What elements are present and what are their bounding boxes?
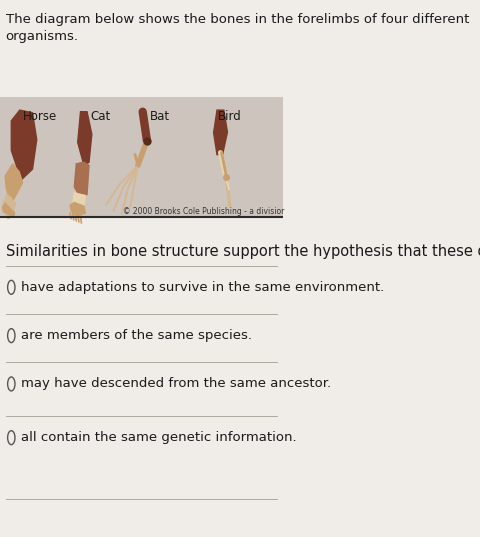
Text: Similarities in bone structure support the hypothesis that these organisms...: Similarities in bone structure support t… [6, 244, 480, 259]
Text: are members of the same species.: are members of the same species. [21, 329, 252, 342]
Polygon shape [3, 194, 15, 219]
Text: Cat: Cat [90, 110, 111, 123]
Text: Horse: Horse [23, 110, 57, 123]
Polygon shape [2, 203, 15, 217]
Polygon shape [12, 110, 37, 180]
Polygon shape [5, 164, 23, 205]
Polygon shape [74, 162, 89, 198]
Polygon shape [78, 112, 92, 165]
Text: © 2000 Brooks Cole Publishing - a divisior: © 2000 Brooks Cole Publishing - a divisi… [123, 207, 284, 216]
Text: Bat: Bat [150, 110, 170, 123]
Text: may have descended from the same ancestor.: may have descended from the same ancesto… [21, 378, 331, 390]
Polygon shape [70, 202, 85, 216]
Polygon shape [214, 110, 228, 155]
Text: Bird: Bird [217, 110, 241, 123]
Text: have adaptations to survive in the same environment.: have adaptations to survive in the same … [21, 281, 384, 294]
Polygon shape [73, 193, 85, 208]
FancyBboxPatch shape [0, 97, 283, 217]
Text: The diagram below shows the bones in the forelimbs of four different
organisms.: The diagram below shows the bones in the… [6, 13, 469, 43]
Text: all contain the same genetic information.: all contain the same genetic information… [21, 431, 297, 444]
